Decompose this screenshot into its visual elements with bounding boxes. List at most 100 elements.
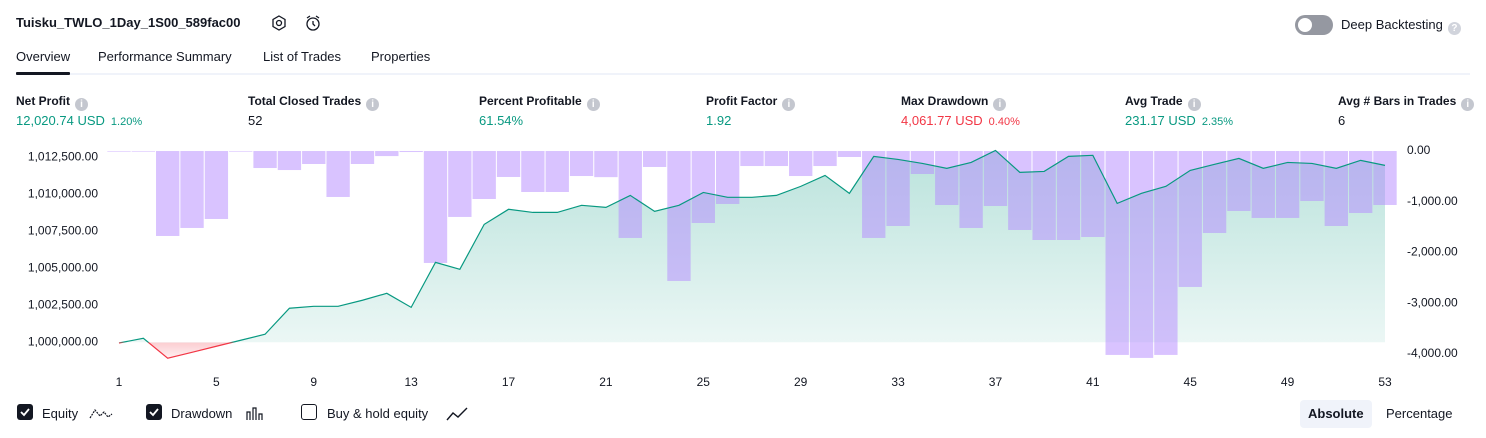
legend-label: Equity <box>42 406 79 421</box>
legend-label: Buy & hold equity <box>327 406 429 421</box>
drawdown-bar <box>813 151 837 167</box>
drawdown-bar <box>1178 151 1202 287</box>
drawdown-bar <box>204 151 229 219</box>
buy-hold-icon <box>446 407 468 421</box>
y-tick-label: 1,010,000.00 <box>28 187 98 201</box>
tab-divider <box>16 73 1470 75</box>
metric-value-text: 4,061.77 USD <box>901 113 983 128</box>
drawdown-bar <box>1129 151 1154 358</box>
drawdown-bar <box>886 151 910 226</box>
info-icon: i <box>782 98 796 111</box>
drawdown-bar <box>1032 151 1056 240</box>
chart: 1,000,000.00 1,002,500.00 1,005,000.00 1,00… <box>28 143 1458 389</box>
y-tick-label: 1,002,500.00 <box>28 297 98 311</box>
drawdown-bar <box>277 151 302 171</box>
drawdown-bar <box>959 151 983 228</box>
settings-icon[interactable] <box>272 15 286 31</box>
y-tick-label: 1,000,000.00 <box>28 334 98 348</box>
equity-icon <box>89 408 113 419</box>
y-tick-label: 1,012,500.00 <box>28 150 98 164</box>
drawdown-bar <box>448 151 472 217</box>
x-tick-label: 5 <box>213 375 220 389</box>
mode-button[interactable]: Absolute <box>1300 400 1372 428</box>
x-tick-label: 21 <box>599 375 613 389</box>
drawdown-bar <box>983 151 1008 206</box>
checkbox[interactable] <box>146 404 162 420</box>
checkbox[interactable] <box>301 404 317 420</box>
x-tick-label: 45 <box>1184 375 1198 389</box>
tab[interactable]: Performance Summary <box>98 49 232 64</box>
legend-icons <box>89 407 468 421</box>
metric-label-text: Profit Factor <box>706 94 778 108</box>
drawdown-bar <box>1373 151 1397 205</box>
drawdown-icon <box>246 407 263 420</box>
x-tick-label: 33 <box>891 375 905 389</box>
metric-value-text: 12,020.74 USD <box>16 113 105 128</box>
drawdown-bar <box>594 151 618 178</box>
metric-value-text: 52 <box>248 113 263 128</box>
drawdown-bar <box>521 151 545 192</box>
metric-label: Profit Factor i <box>706 94 796 111</box>
metric-value: 1.92 <box>706 113 731 128</box>
drawdown-bar <box>837 151 862 157</box>
drawdown-bar <box>1275 151 1300 218</box>
drawdown-bar <box>691 151 715 223</box>
drawdown-bar <box>180 151 204 228</box>
info-icon: i <box>366 98 380 111</box>
drawdown-bar <box>1348 151 1373 213</box>
drawdown-bar <box>350 151 375 164</box>
drawdown-bar <box>764 151 789 167</box>
metric-label-text: Net Profit <box>16 94 70 108</box>
drawdown-bar <box>1154 151 1178 355</box>
drawdown-bar <box>1300 151 1324 201</box>
metric-value-text: 1.92 <box>706 113 732 128</box>
mode-button[interactable]: Percentage <box>1386 406 1453 421</box>
drawdown-bar <box>618 151 642 238</box>
y2-tick-label: 0.00 <box>1407 143 1431 157</box>
alert-icon[interactable] <box>306 15 320 31</box>
drawdown-bar <box>423 151 448 263</box>
info-icon: i <box>586 98 600 111</box>
drawdown-bar <box>253 151 277 169</box>
deep-backtesting-toggle[interactable] <box>1295 15 1333 35</box>
metric-label: Net Profit i <box>16 94 88 111</box>
drawdown-bar <box>642 151 667 167</box>
drawdown-bar <box>1056 151 1081 240</box>
drawdown-bar <box>326 151 350 197</box>
drawdown-bar <box>1324 151 1348 226</box>
tab[interactable]: Overview <box>16 49 71 64</box>
info-icon: i <box>1187 98 1201 111</box>
drawdown-bar <box>1202 151 1227 233</box>
title-icons <box>272 15 320 31</box>
metric-label-text: Avg # Bars in Trades <box>1338 94 1457 108</box>
checkbox[interactable] <box>17 404 33 420</box>
x-tick-label: 17 <box>502 375 516 389</box>
drawdown-bar <box>399 151 423 153</box>
drawdown-bar <box>740 151 764 167</box>
metric-value: 61.54% <box>479 113 523 128</box>
drawdown-bar <box>1105 151 1129 355</box>
x-tick-label: 9 <box>310 375 317 389</box>
metric-label-text: Avg Trade <box>1125 94 1183 108</box>
drawdown-bar <box>496 151 521 177</box>
drawdown-bar <box>862 151 886 238</box>
drawdown-bar <box>302 151 326 164</box>
metric-value-text: 6 <box>1338 113 1346 128</box>
metric-value: 52 <box>248 113 262 128</box>
tab[interactable]: Properties <box>371 49 431 64</box>
tab-underline <box>16 72 71 75</box>
equity-line <box>118 149 1386 359</box>
drawdown-bar <box>131 151 156 152</box>
drawdown-bar <box>789 151 813 177</box>
tab[interactable]: List of Trades <box>263 49 342 64</box>
drawdown-bar <box>375 151 399 157</box>
metric-value-text: 231.17 USD <box>1125 113 1196 128</box>
metric-label-text: Max Drawdown <box>901 94 989 108</box>
x-tick-label: 41 <box>1086 375 1100 389</box>
metric-value: 6 <box>1338 113 1345 128</box>
info-icon: i <box>75 98 88 111</box>
drawdown-bar <box>545 151 569 192</box>
info-icon: i <box>1461 98 1475 111</box>
metric-value: 4,061.77 USD 0.40% <box>901 113 1020 128</box>
drawdown-bar <box>715 151 740 204</box>
